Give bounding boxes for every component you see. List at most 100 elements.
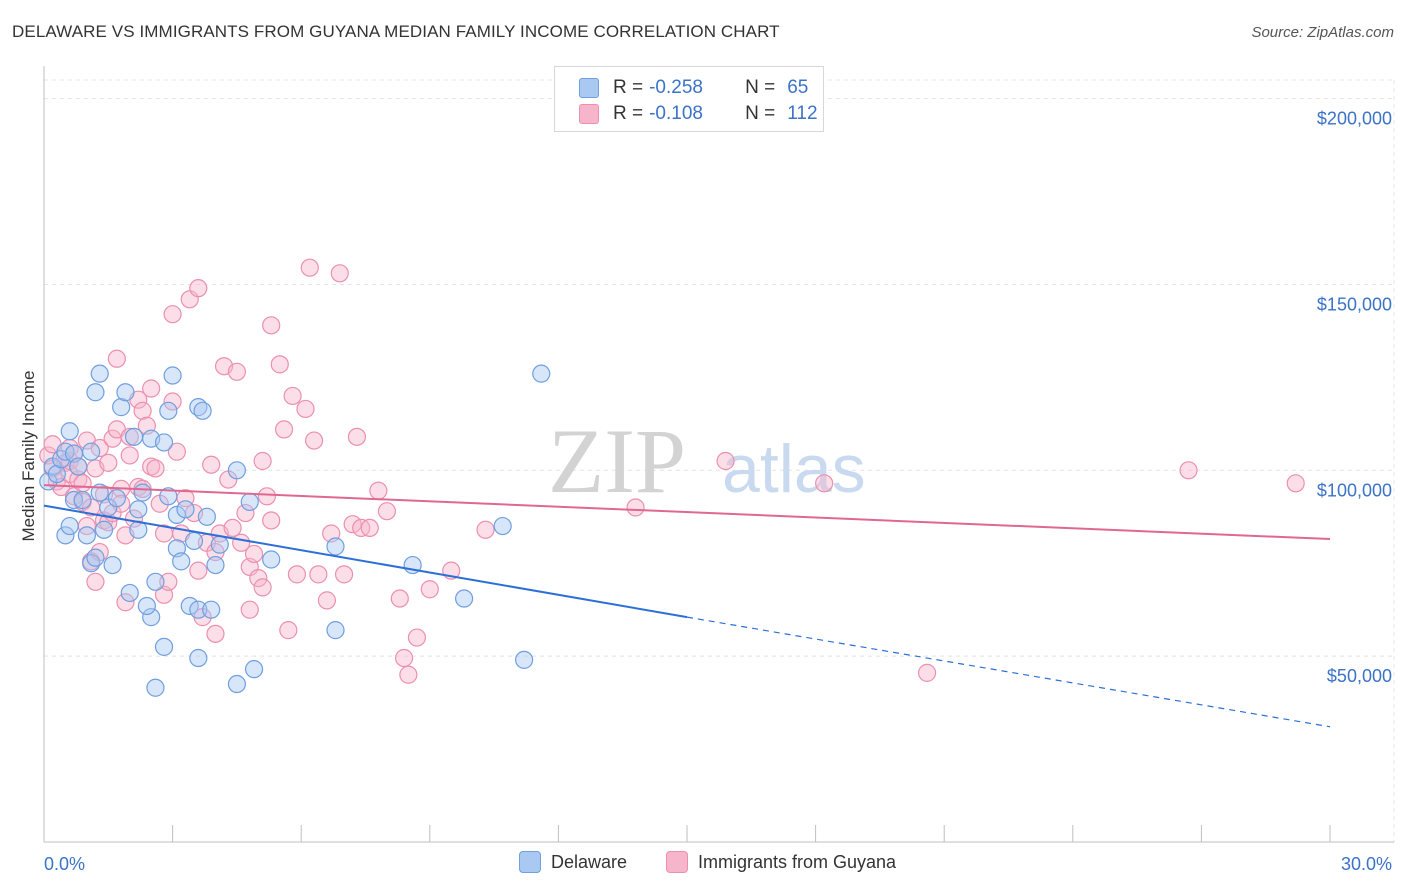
guyana-point — [99, 453, 118, 472]
delaware-point — [60, 516, 79, 536]
guyana-point — [189, 279, 208, 298]
delaware-point — [197, 507, 216, 526]
delaware-point — [86, 548, 105, 567]
guyana-point — [394, 648, 414, 668]
guyana-point — [167, 442, 186, 461]
delaware-point — [77, 526, 96, 545]
guyana-point — [262, 511, 281, 530]
y-tick-label: $200,000 — [1317, 109, 1392, 129]
legend-swatch-delaware — [579, 78, 599, 98]
guyana-point — [399, 665, 418, 684]
x-tick-label-left: 0.0% — [44, 854, 85, 874]
delaware-point — [210, 535, 229, 554]
delaware-point — [515, 650, 534, 669]
delaware-point — [240, 492, 259, 511]
guyana-point — [360, 518, 379, 538]
guyana-point — [236, 503, 255, 523]
delaware-point — [73, 490, 92, 510]
delaware-point — [159, 401, 178, 420]
guyana-point — [133, 401, 152, 420]
delaware-point — [116, 383, 135, 402]
delaware-point — [103, 555, 122, 575]
guyana-point — [369, 481, 388, 500]
guyana-point — [146, 459, 165, 478]
guyana-point — [330, 264, 349, 283]
guyana-point — [240, 600, 259, 619]
delaware-point — [60, 422, 79, 441]
guyana-point — [159, 572, 178, 591]
legend-n-label: N = — [745, 77, 776, 98]
delaware-point — [154, 433, 174, 452]
y-tick-label: $50,000 — [1327, 666, 1392, 686]
legend-n-value: 65 — [787, 77, 809, 98]
delaware-point — [107, 489, 126, 508]
guyana-point — [244, 544, 264, 564]
legend-row-guyana: R = -0.108 N = 112 — [579, 101, 818, 127]
delaware-point — [227, 674, 246, 694]
guyana-point — [253, 451, 272, 471]
axes — [43, 66, 1394, 843]
guyana-point — [120, 427, 139, 446]
guyana-point — [262, 316, 281, 335]
stats-legend: R = -0.258 N = 65 R = -0.108 N = 112 — [554, 66, 824, 132]
guyana-point — [300, 258, 319, 277]
y-tick-label: $100,000 — [1317, 480, 1392, 500]
delaware-point — [202, 600, 221, 619]
delaware-point — [90, 364, 109, 383]
delaware-point — [193, 401, 212, 420]
bottom-legend-label-guyana: Immigrants from Guyana — [698, 851, 897, 872]
guyana-point — [390, 589, 409, 608]
delaware-point — [326, 621, 345, 640]
guyana-point — [377, 502, 397, 521]
guyana-point — [116, 593, 135, 612]
delaware-point — [133, 483, 152, 502]
guyana-point — [296, 399, 315, 419]
delaware-point — [56, 526, 75, 545]
guyana-point — [334, 565, 354, 584]
legend-r-label: R = — [613, 103, 644, 124]
delaware-point — [112, 398, 131, 417]
delaware-point — [86, 383, 105, 402]
delaware-point — [163, 366, 182, 385]
guyana-point — [407, 628, 427, 647]
delaware-trend-extension — [686, 616, 1331, 728]
delaware-point — [94, 520, 114, 539]
guyana-trend-line — [43, 484, 1331, 541]
guyana-point — [1286, 474, 1305, 493]
legend-r-value: -0.258 — [649, 77, 703, 98]
bottom-legend-swatch-guyana — [666, 851, 688, 873]
delaware-point — [154, 637, 174, 656]
y-tick-label: $150,000 — [1317, 294, 1392, 314]
delaware-point — [244, 660, 264, 679]
delaware-point — [532, 364, 551, 383]
delaware-point — [206, 555, 225, 575]
delaware-point — [69, 457, 88, 476]
guyana-point — [202, 455, 221, 474]
delaware-point — [159, 487, 178, 506]
guyana-point — [279, 621, 298, 640]
guyana-point — [917, 663, 937, 682]
delaware-point — [227, 461, 246, 480]
guyana-point — [86, 572, 105, 591]
y-axis-title: Median Family Income — [19, 370, 38, 541]
guyana-point — [476, 520, 495, 539]
delaware-point — [176, 500, 195, 519]
trend-lines — [43, 484, 1331, 728]
bottom-legend-delaware: Delaware — [519, 851, 627, 873]
guyana-point — [257, 487, 277, 506]
guyana-point — [317, 591, 337, 610]
delaware-point — [129, 500, 148, 519]
guyana-point — [107, 349, 126, 368]
delaware-point — [189, 600, 208, 619]
bottom-legend-swatch-delaware — [519, 851, 541, 873]
guyana-point — [227, 362, 246, 381]
delaware-point — [47, 464, 66, 484]
guyana-point — [163, 305, 182, 324]
source-label: Source: ZipAtlas.com — [1251, 24, 1394, 41]
delaware-point — [120, 583, 139, 603]
legend-r-label: R = — [613, 77, 644, 98]
guyana-point — [249, 568, 268, 588]
guyana-point — [347, 427, 367, 446]
delaware-point — [262, 550, 281, 569]
